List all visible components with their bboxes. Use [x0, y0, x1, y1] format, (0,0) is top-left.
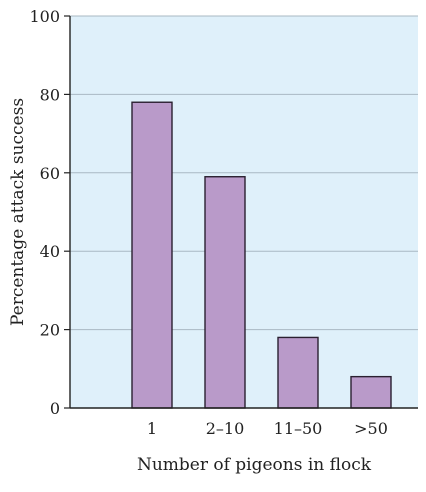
axes	[69, 16, 418, 409]
y-axis-label: Percentage attack success	[8, 98, 28, 326]
bar-3	[350, 375, 392, 409]
bars	[131, 101, 392, 409]
y-tick-label: 80	[40, 85, 60, 104]
x-ticks: 1 2–10 11–50 >50	[147, 419, 388, 438]
y-tick-label: 100	[29, 7, 60, 26]
bar-2	[277, 336, 319, 409]
x-tick-label: 2–10	[206, 419, 245, 438]
y-ticks: 0 20 40 60 80 100	[29, 7, 70, 418]
y-tick-label: 0	[50, 399, 60, 418]
bar-0	[131, 101, 173, 409]
y-tick-label: 60	[40, 164, 60, 183]
x-tick-label: 1	[147, 419, 157, 438]
y-tick-label: 20	[40, 321, 60, 340]
x-tick-label: 11–50	[274, 419, 323, 438]
x-axis-label: Number of pigeons in flock	[137, 455, 372, 475]
bar-1	[204, 176, 246, 409]
x-tick-label: >50	[354, 419, 388, 438]
y-tick-label: 40	[40, 242, 60, 261]
